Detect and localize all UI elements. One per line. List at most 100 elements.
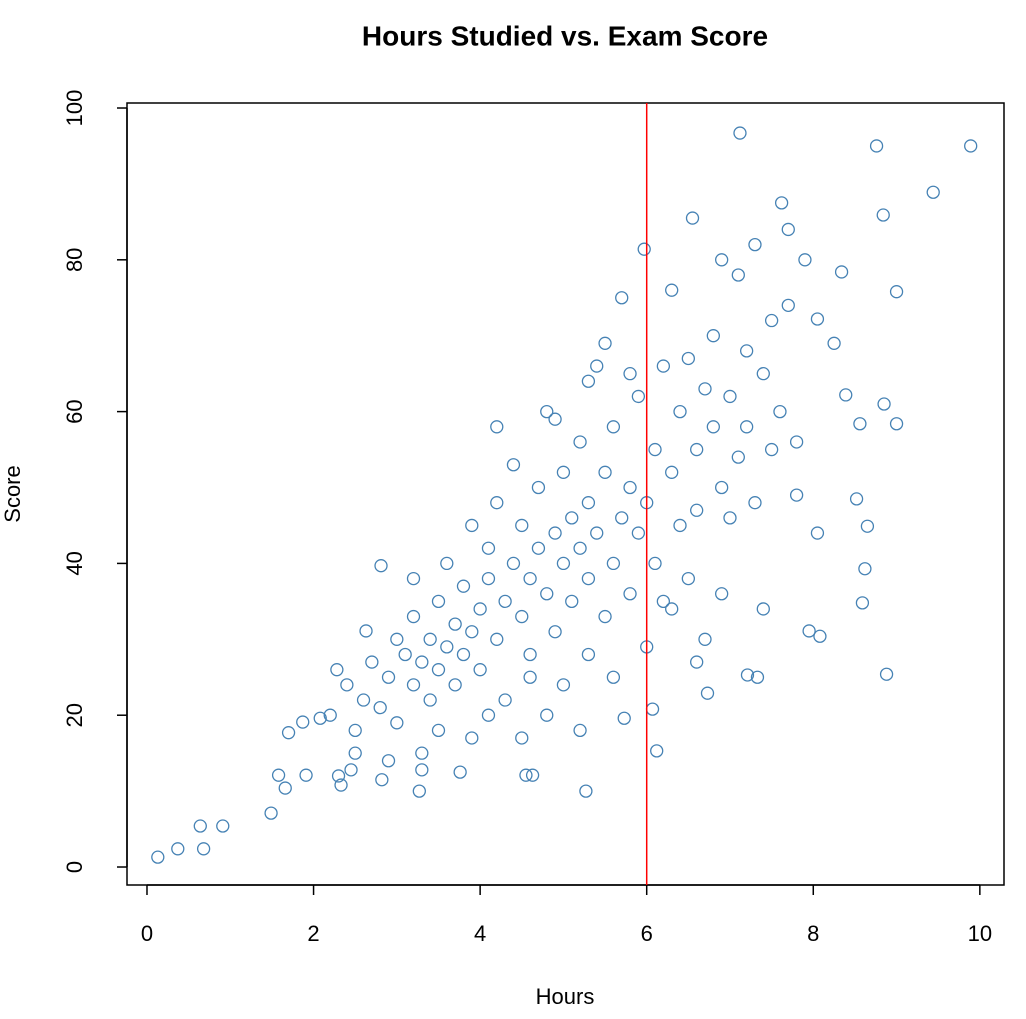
point bbox=[196, 842, 211, 856]
point bbox=[453, 765, 467, 779]
point bbox=[839, 388, 853, 402]
point bbox=[313, 711, 327, 725]
point bbox=[764, 442, 779, 457]
point bbox=[548, 625, 562, 639]
point bbox=[323, 708, 337, 722]
point bbox=[390, 716, 404, 730]
point bbox=[685, 211, 700, 225]
point bbox=[531, 541, 546, 555]
point bbox=[515, 609, 529, 624]
point bbox=[440, 556, 454, 571]
point bbox=[278, 781, 292, 795]
point bbox=[740, 668, 755, 682]
point bbox=[723, 389, 737, 404]
point bbox=[673, 518, 687, 533]
point bbox=[756, 367, 770, 381]
point bbox=[690, 442, 704, 457]
point bbox=[523, 647, 537, 662]
point bbox=[650, 744, 664, 758]
point bbox=[615, 291, 629, 305]
point bbox=[590, 526, 604, 540]
point bbox=[340, 678, 354, 692]
point bbox=[374, 559, 388, 573]
point bbox=[798, 253, 812, 267]
point bbox=[556, 465, 571, 479]
point bbox=[665, 465, 679, 479]
x-tick-label: 0 bbox=[141, 921, 153, 946]
point bbox=[802, 624, 816, 638]
point bbox=[877, 397, 891, 411]
point bbox=[415, 763, 429, 777]
point bbox=[623, 367, 637, 381]
point bbox=[623, 587, 637, 601]
point bbox=[565, 594, 579, 609]
point bbox=[598, 465, 612, 479]
point bbox=[448, 678, 462, 692]
point bbox=[579, 784, 593, 798]
point bbox=[281, 726, 296, 740]
x-axis-label: Hours bbox=[536, 984, 595, 1009]
point bbox=[789, 488, 804, 502]
point bbox=[506, 458, 521, 472]
point bbox=[598, 336, 612, 350]
point bbox=[299, 768, 313, 782]
point bbox=[781, 298, 795, 313]
point bbox=[733, 126, 747, 140]
point bbox=[456, 647, 471, 662]
point bbox=[849, 492, 864, 506]
point bbox=[731, 450, 745, 464]
point bbox=[598, 609, 612, 624]
point bbox=[645, 702, 660, 716]
point bbox=[731, 268, 745, 282]
point bbox=[858, 562, 872, 576]
point bbox=[431, 723, 446, 738]
point bbox=[573, 723, 587, 738]
point bbox=[523, 571, 537, 586]
point bbox=[774, 196, 789, 210]
point bbox=[715, 587, 729, 601]
point bbox=[465, 625, 479, 639]
point bbox=[548, 412, 562, 426]
point bbox=[853, 417, 867, 431]
point bbox=[193, 819, 207, 833]
point bbox=[525, 768, 540, 782]
point bbox=[473, 602, 487, 616]
x-tick-label: 2 bbox=[307, 921, 319, 946]
point bbox=[415, 655, 429, 669]
point bbox=[330, 663, 344, 677]
point bbox=[296, 715, 310, 729]
point bbox=[756, 602, 770, 616]
point bbox=[431, 594, 446, 609]
x-tick-label: 8 bbox=[807, 921, 819, 946]
point bbox=[834, 265, 849, 279]
point bbox=[506, 556, 521, 571]
point bbox=[764, 313, 779, 328]
point bbox=[264, 806, 278, 820]
point bbox=[637, 242, 651, 256]
point bbox=[556, 678, 571, 692]
point bbox=[715, 480, 729, 495]
point bbox=[171, 842, 185, 856]
x-tick-label: 6 bbox=[641, 921, 653, 946]
point bbox=[334, 778, 348, 792]
point bbox=[473, 663, 487, 677]
point bbox=[789, 435, 804, 449]
chart-title: Hours Studied vs. Exam Score bbox=[362, 20, 768, 51]
plot-frame bbox=[126, 102, 1005, 886]
point bbox=[406, 609, 421, 624]
point bbox=[715, 253, 729, 267]
point bbox=[698, 632, 712, 646]
point bbox=[810, 526, 825, 540]
point bbox=[681, 571, 695, 586]
y-tick-label: 60 bbox=[62, 399, 87, 423]
point bbox=[827, 336, 841, 350]
point bbox=[481, 571, 496, 586]
point bbox=[876, 208, 890, 222]
point bbox=[490, 632, 504, 646]
point bbox=[456, 579, 471, 593]
point bbox=[623, 480, 637, 495]
point bbox=[889, 417, 904, 431]
point bbox=[348, 746, 362, 760]
y-axis-label: Score bbox=[0, 465, 25, 522]
point bbox=[390, 632, 404, 646]
